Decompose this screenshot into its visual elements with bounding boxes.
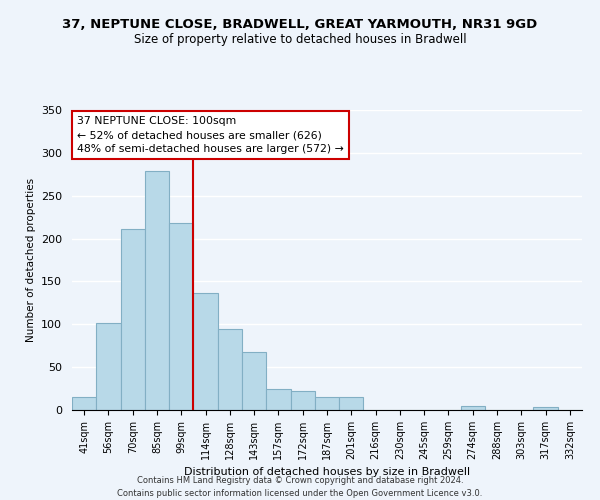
Bar bbox=[193, 294, 218, 410]
Bar bbox=[461, 406, 485, 410]
Bar bbox=[218, 328, 242, 410]
Bar bbox=[121, 229, 145, 410]
Bar bbox=[315, 397, 339, 410]
Bar bbox=[72, 397, 96, 410]
Bar bbox=[266, 388, 290, 410]
Bar bbox=[169, 223, 193, 410]
Bar bbox=[242, 352, 266, 410]
Text: 37, NEPTUNE CLOSE, BRADWELL, GREAT YARMOUTH, NR31 9GD: 37, NEPTUNE CLOSE, BRADWELL, GREAT YARMO… bbox=[62, 18, 538, 30]
Text: Contains HM Land Registry data © Crown copyright and database right 2024.
Contai: Contains HM Land Registry data © Crown c… bbox=[118, 476, 482, 498]
Text: 37 NEPTUNE CLOSE: 100sqm
← 52% of detached houses are smaller (626)
48% of semi-: 37 NEPTUNE CLOSE: 100sqm ← 52% of detach… bbox=[77, 116, 344, 154]
Bar bbox=[339, 397, 364, 410]
Bar bbox=[533, 408, 558, 410]
Y-axis label: Number of detached properties: Number of detached properties bbox=[26, 178, 35, 342]
X-axis label: Distribution of detached houses by size in Bradwell: Distribution of detached houses by size … bbox=[184, 468, 470, 477]
Bar bbox=[96, 324, 121, 410]
Text: Size of property relative to detached houses in Bradwell: Size of property relative to detached ho… bbox=[134, 32, 466, 46]
Bar bbox=[290, 391, 315, 410]
Bar bbox=[145, 171, 169, 410]
